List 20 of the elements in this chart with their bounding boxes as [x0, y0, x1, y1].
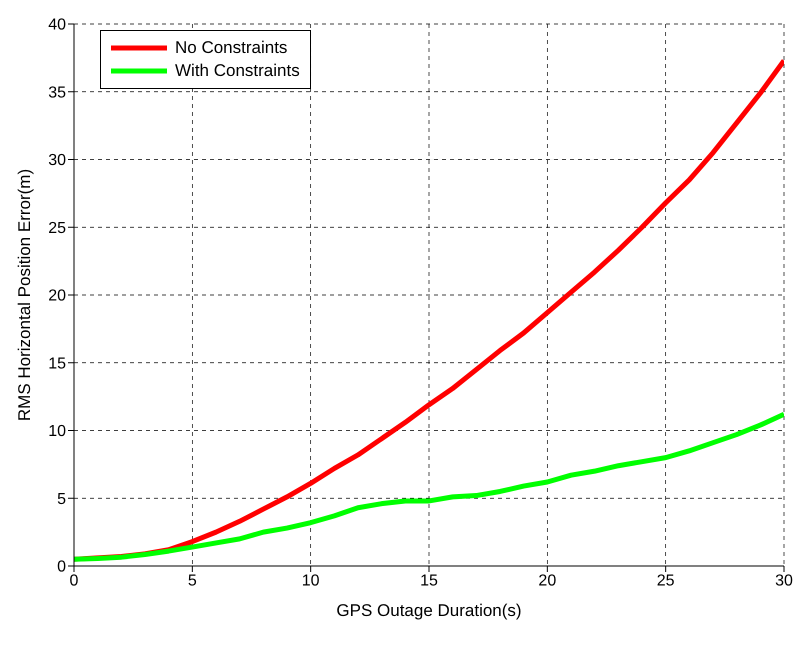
y-tick-label: 40	[48, 16, 66, 34]
y-tick-label: 10	[48, 423, 66, 440]
x-tick-label: 30	[775, 572, 793, 590]
y-tick-label: 25	[48, 220, 66, 237]
x-tick-label: 10	[302, 572, 320, 590]
legend-label: No Constraints	[175, 38, 288, 58]
y-tick-label: 15	[48, 355, 66, 372]
x-axis-title: GPS Outage Duration(s)	[336, 601, 522, 620]
legend-label: With Constraints	[175, 61, 300, 81]
y-tick-label: 5	[57, 490, 66, 508]
y-axis-title: RMS Horizontal Position Error(m)	[15, 168, 34, 422]
x-tick-label: 15	[420, 572, 438, 590]
x-tick-label: 20	[538, 572, 556, 590]
y-tick-label: 20	[48, 288, 66, 305]
x-tick-label: 0	[70, 572, 79, 590]
x-tick-label: 25	[656, 572, 675, 590]
y-tick-label: 35	[48, 84, 66, 102]
y-tick-label: 30	[48, 152, 66, 170]
x-tick-label: 5	[188, 572, 197, 590]
y-tick-label: 0	[57, 558, 66, 576]
